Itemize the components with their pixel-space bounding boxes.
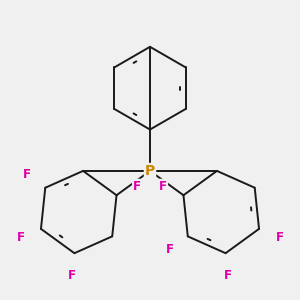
Text: F: F — [68, 269, 76, 282]
Text: F: F — [23, 168, 31, 181]
Text: F: F — [159, 180, 167, 193]
Text: F: F — [133, 180, 141, 193]
Text: F: F — [275, 231, 284, 244]
Text: F: F — [224, 269, 232, 282]
Text: F: F — [16, 231, 25, 244]
Text: P: P — [145, 164, 155, 178]
Text: F: F — [166, 243, 174, 256]
